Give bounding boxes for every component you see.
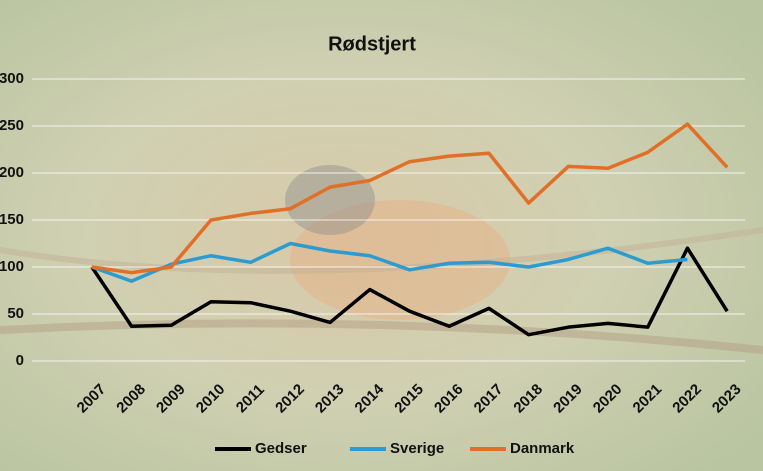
photo-bird-head (285, 165, 375, 235)
legend-label: Sverige (390, 440, 444, 457)
y-tick-label: 300 (0, 70, 24, 87)
y-tick-label: 50 (7, 305, 24, 322)
y-tick-label: 0 (16, 352, 24, 369)
legend-label: Danmark (510, 440, 575, 457)
y-tick-label: 200 (0, 164, 24, 181)
chart: Rødstjert 050100150200250300200720082009… (0, 0, 763, 471)
y-tick-label: 250 (0, 117, 24, 134)
y-tick-label: 100 (0, 258, 24, 275)
legend-label: Gedser (255, 440, 307, 457)
y-tick-label: 150 (0, 211, 24, 228)
chart-title: Rødstjert (328, 33, 416, 55)
page: {"chart_data": {"type": "line", "title":… (0, 0, 763, 471)
